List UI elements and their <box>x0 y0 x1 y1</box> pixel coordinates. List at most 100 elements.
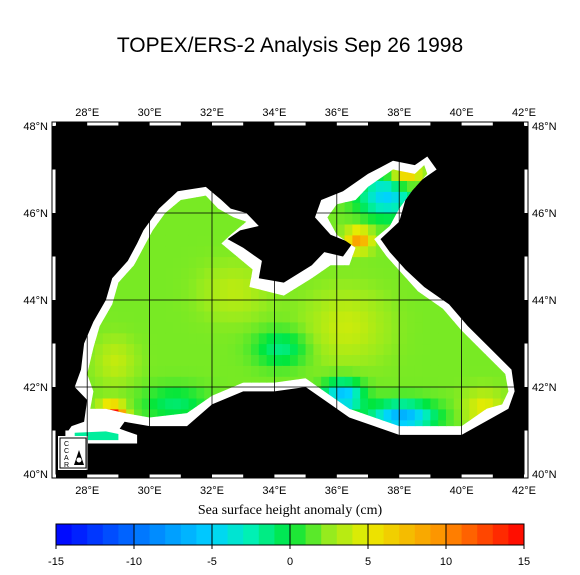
ssh-cell <box>422 419 431 427</box>
ssh-cell <box>336 289 346 301</box>
ssh-cell <box>165 343 174 355</box>
ssh-cell <box>95 343 104 355</box>
ssh-cell <box>399 376 408 388</box>
ssh-cell <box>375 354 385 366</box>
ssh-cell <box>126 397 135 410</box>
ssh-cell <box>126 300 135 312</box>
ssh-cell <box>329 213 338 225</box>
ssh-cell <box>485 397 494 410</box>
ssh-cell <box>180 343 190 355</box>
ssh-cell <box>297 300 307 312</box>
ssh-cell <box>134 310 143 323</box>
ssh-cell <box>212 256 221 268</box>
ssh-cell <box>227 332 236 345</box>
colorbar-swatch <box>118 524 135 545</box>
ssh-cell <box>422 387 431 399</box>
ssh-cell <box>243 278 252 290</box>
ssh-cell <box>414 387 424 399</box>
ssh-cell <box>149 310 158 323</box>
ssh-cell <box>391 321 400 334</box>
ssh-cell <box>165 365 174 377</box>
ssh-cell <box>165 289 174 301</box>
ssh-cell <box>157 289 166 301</box>
ssh-cell <box>227 321 236 334</box>
ssh-cell <box>329 310 338 323</box>
ssh-cell <box>149 300 158 312</box>
ssh-cell <box>360 376 369 388</box>
ssh-cell <box>282 289 291 301</box>
ssh-cell <box>235 365 244 377</box>
ssh-cell <box>274 365 283 377</box>
ssh-cell <box>360 365 369 377</box>
ssh-cell <box>204 387 213 399</box>
ssh-cell <box>368 180 377 192</box>
ssh-cell <box>196 289 205 301</box>
ssh-cell <box>134 365 143 377</box>
ssh-cell <box>235 289 244 301</box>
ssh-cell <box>352 397 361 410</box>
ssh-cell <box>219 354 229 366</box>
ssh-cell <box>329 354 338 366</box>
ssh-cell <box>407 365 416 377</box>
ssh-cell <box>95 376 104 388</box>
colorbar-swatch <box>477 524 494 545</box>
ssh-cell <box>313 310 322 323</box>
ssh-cell <box>368 223 377 236</box>
ssh-cell <box>165 223 174 236</box>
ssh-cell <box>290 343 299 355</box>
ssh-cell <box>173 310 182 323</box>
ssh-cell <box>204 202 213 214</box>
ssh-cell <box>110 343 119 355</box>
ssh-cell <box>368 256 377 268</box>
ssh-cell <box>461 397 470 410</box>
ssh-cell <box>118 300 127 312</box>
ssh-cell <box>446 397 455 410</box>
ssh-cell <box>188 278 197 290</box>
ssh-cell <box>399 289 408 301</box>
ssh-cell <box>336 278 346 290</box>
ssh-cell <box>173 397 182 410</box>
colorbar-swatch <box>446 524 463 545</box>
ssh-cell <box>438 365 447 377</box>
ssh-cell <box>102 397 112 410</box>
ssh-cell <box>219 234 229 247</box>
ssh-cell <box>422 332 431 345</box>
ssh-cell <box>266 332 275 345</box>
map-border <box>51 121 529 479</box>
ssh-cell <box>165 213 174 225</box>
ssh-cell <box>212 223 221 236</box>
ssh-cell <box>258 300 268 312</box>
ssh-cell <box>352 332 361 345</box>
ssh-cell <box>407 169 416 181</box>
colorbar-swatch <box>71 524 88 545</box>
ssh-cell <box>438 343 447 355</box>
ssh-cell <box>188 245 197 258</box>
ssh-cell <box>258 343 268 355</box>
ssh-cell <box>141 397 151 410</box>
ssh-cell <box>134 332 143 345</box>
ssh-cell <box>141 343 151 355</box>
ssh-cell <box>375 321 385 334</box>
ssh-cell <box>118 397 127 410</box>
ssh-cell <box>251 376 260 388</box>
ssh-cell <box>204 332 213 345</box>
ssh-cell <box>383 354 392 366</box>
ssh-cell <box>446 354 455 366</box>
colorbar-swatch <box>430 524 447 545</box>
ssh-cell <box>453 376 463 388</box>
ssh-cell <box>227 376 236 388</box>
ssh-cell <box>352 376 361 388</box>
ssh-cell <box>212 234 221 247</box>
ssh-cell <box>188 223 197 236</box>
ssh-cell <box>290 289 299 301</box>
ssh-cell <box>360 213 369 225</box>
ssh-cell <box>407 289 416 301</box>
ssh-cell <box>430 343 439 355</box>
ssh-cell <box>305 310 314 323</box>
ssh-cell <box>243 343 252 355</box>
ssh-cell <box>399 191 408 203</box>
ssh-cell <box>235 321 244 334</box>
ssh-cell <box>399 365 408 377</box>
ssh-cell <box>165 278 174 290</box>
ssh-cell <box>383 321 392 334</box>
